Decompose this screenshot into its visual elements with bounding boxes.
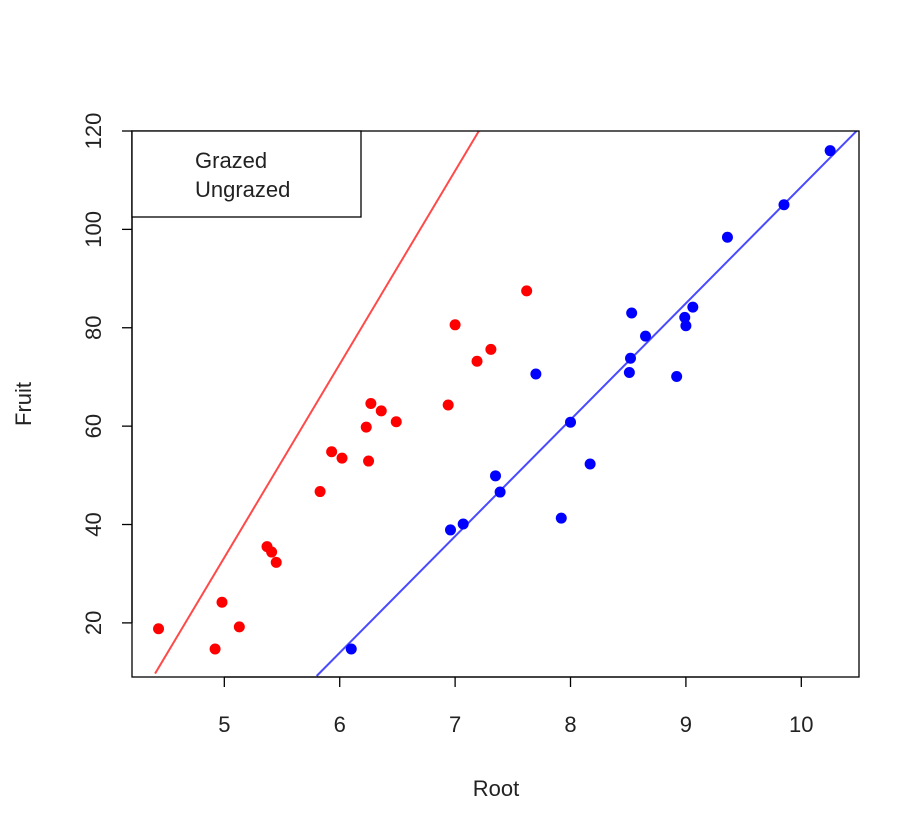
point-ungrazed: [494, 486, 506, 498]
point-grazed: [360, 421, 372, 433]
y-tick-label: 60: [81, 414, 106, 438]
x-tick-label: 9: [680, 712, 692, 737]
legend-box: [131, 130, 362, 218]
point-ungrazed: [584, 458, 596, 470]
x-axis: 5 6 7 8 9 10: [218, 676, 814, 737]
point-grazed: [233, 621, 245, 633]
point-grazed: [390, 416, 402, 428]
point-grazed: [442, 399, 454, 411]
point-ungrazed: [457, 518, 469, 530]
point-ungrazed: [530, 368, 542, 380]
point-grazed: [266, 546, 278, 558]
point-ungrazed: [565, 416, 577, 428]
x-axis-label: Root: [473, 776, 519, 801]
x-tick-label: 8: [564, 712, 576, 737]
regression-lines: [154, 131, 858, 677]
x-tick-label: 7: [449, 712, 461, 737]
point-grazed: [314, 486, 326, 498]
point-ungrazed: [625, 352, 637, 364]
point-ungrazed: [555, 512, 567, 524]
point-ungrazed: [687, 301, 699, 313]
point-ungrazed: [444, 524, 456, 536]
point-ungrazed: [721, 231, 733, 243]
point-ungrazed: [490, 470, 501, 482]
x-tick-label: 6: [334, 712, 346, 737]
x-tick-label: 10: [789, 712, 813, 737]
point-ungrazed: [680, 320, 692, 332]
y-tick-label: 80: [81, 316, 106, 340]
point-ungrazed: [623, 367, 635, 379]
y-tick-label: 40: [81, 512, 106, 536]
legend: Grazed Ungrazed: [131, 130, 362, 218]
fit-line-grazed: [154, 131, 481, 675]
point-ungrazed: [824, 145, 836, 157]
data-points: [153, 145, 836, 655]
point-grazed: [153, 623, 165, 635]
legend-item-grazed: Grazed: [195, 148, 267, 173]
point-grazed: [485, 343, 497, 355]
point-grazed: [363, 455, 375, 467]
fit-line-ungrazed: [315, 131, 858, 677]
point-ungrazed: [671, 370, 683, 382]
point-grazed: [326, 446, 338, 458]
point-grazed: [471, 355, 483, 367]
legend-item-ungrazed: Ungrazed: [195, 177, 290, 202]
point-grazed: [209, 643, 221, 655]
plot-frame: [131, 130, 860, 678]
y-tick-label: 100: [81, 211, 106, 248]
y-axis-label: Fruit: [11, 382, 36, 426]
point-grazed: [270, 556, 282, 568]
y-tick-label: 120: [81, 113, 106, 150]
point-ungrazed: [679, 311, 691, 323]
x-tick-label: 5: [218, 712, 230, 737]
point-grazed: [449, 319, 461, 331]
point-ungrazed: [626, 307, 638, 319]
point-grazed: [375, 405, 387, 417]
point-grazed: [521, 285, 533, 297]
point-ungrazed: [640, 330, 652, 342]
y-tick-label: 20: [81, 611, 106, 635]
point-ungrazed: [778, 199, 790, 211]
point-grazed: [365, 398, 377, 410]
point-grazed: [216, 596, 228, 608]
point-ungrazed: [345, 643, 357, 655]
y-axis: 20 40 60 80 100 120: [81, 113, 133, 635]
point-grazed: [336, 452, 348, 464]
